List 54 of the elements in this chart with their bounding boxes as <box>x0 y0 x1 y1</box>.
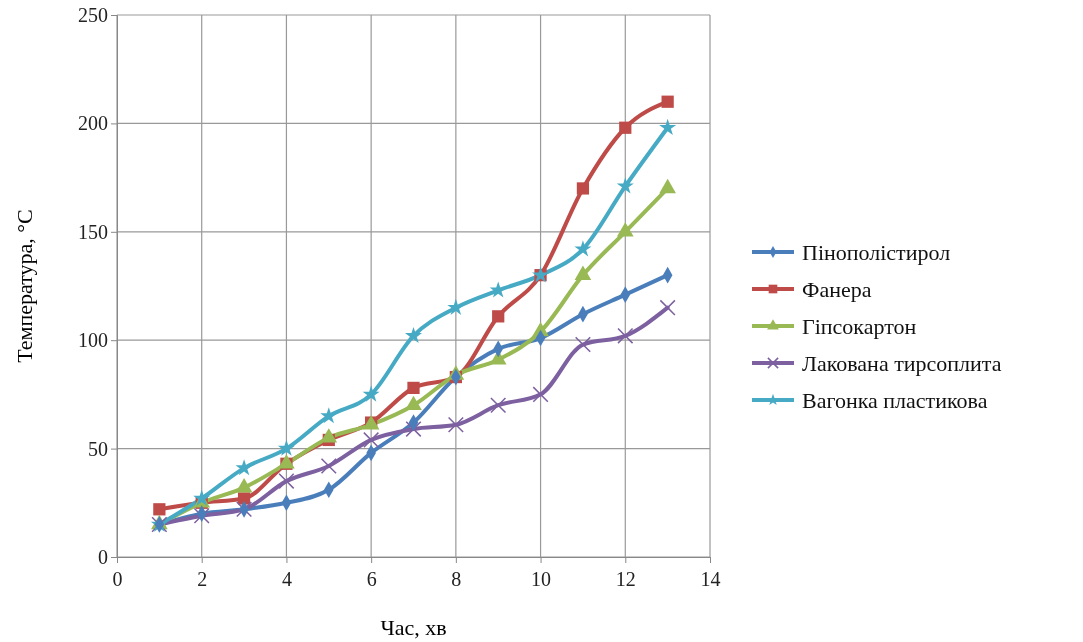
x-tick-label: 0 <box>112 568 123 590</box>
point <box>405 395 422 411</box>
point <box>407 381 420 395</box>
y-tick-label: 50 <box>88 437 108 460</box>
x-tick-label: 6 <box>366 568 377 590</box>
x-tick-label: 4 <box>281 568 292 590</box>
point <box>447 416 464 433</box>
y-tick-label: 0 <box>98 545 108 568</box>
point <box>193 489 211 506</box>
point <box>659 299 676 316</box>
point <box>320 457 337 474</box>
point <box>661 95 674 108</box>
y-tick-label: 150 <box>78 220 108 243</box>
x-tick-label: 8 <box>451 568 462 590</box>
point <box>277 439 295 456</box>
point <box>362 385 380 402</box>
x-tick-label: 14 <box>700 568 721 590</box>
y-tick-label: 100 <box>78 329 108 352</box>
point <box>405 421 422 438</box>
point <box>447 298 465 315</box>
point <box>659 178 676 194</box>
x-axis-title: Час, хв <box>380 615 447 640</box>
point <box>235 459 253 476</box>
legend-label: Лакована тирсоплита <box>802 350 1002 376</box>
legend-label: Пінополістирол <box>802 239 951 265</box>
legend-label: Фанера <box>802 276 872 302</box>
y-tick-label: 250 <box>78 3 108 26</box>
point <box>235 478 253 493</box>
point <box>574 265 592 280</box>
point <box>490 397 507 414</box>
legend-label: Гіпсокартон <box>802 313 917 339</box>
x-tick-label: 10 <box>531 568 552 590</box>
point <box>153 503 166 516</box>
point <box>492 310 505 323</box>
point <box>617 327 634 344</box>
point <box>616 222 634 237</box>
point <box>363 431 380 448</box>
point <box>616 177 634 194</box>
point <box>619 121 632 134</box>
point <box>320 407 338 424</box>
point <box>659 118 677 135</box>
y-axis-title: Температура, °C <box>12 209 37 363</box>
y-tick-label: 200 <box>78 112 108 135</box>
point <box>236 501 253 518</box>
point <box>576 182 590 195</box>
point <box>278 473 295 490</box>
point <box>532 386 549 403</box>
x-tick-label: 2 <box>197 568 208 590</box>
legend-label: Вагонка пластикова <box>802 387 988 413</box>
x-tick-label: 12 <box>615 568 636 590</box>
point <box>404 326 423 344</box>
point <box>574 336 591 353</box>
point <box>574 240 592 257</box>
point <box>320 428 338 443</box>
